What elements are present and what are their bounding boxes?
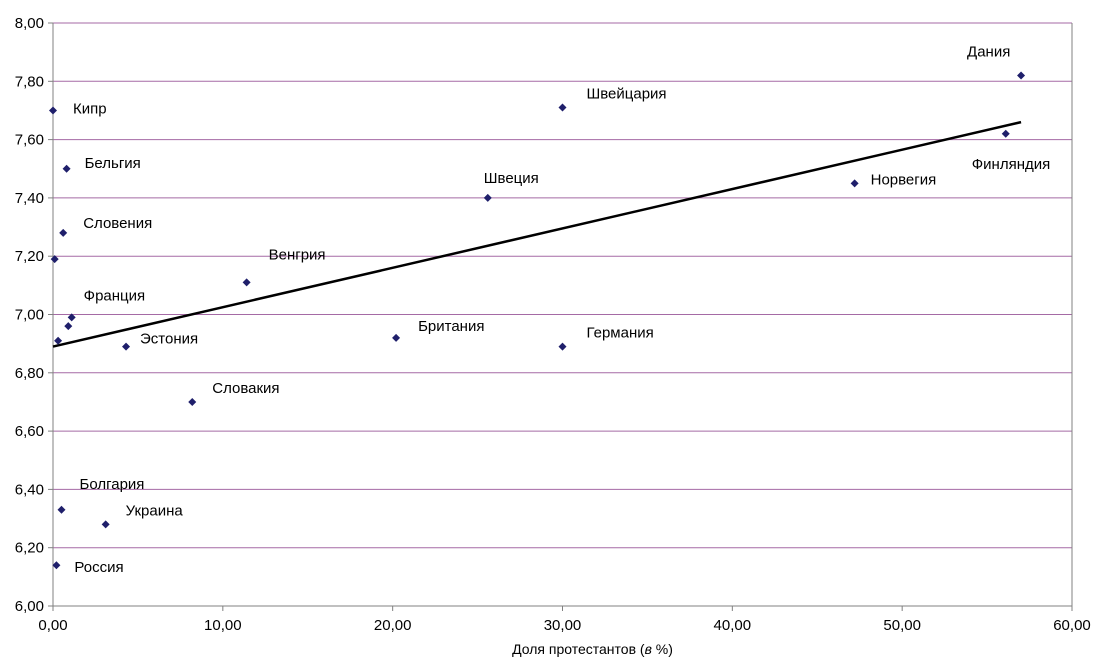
x-tick-label: 10,00 <box>204 617 242 634</box>
point-labels: Дания Финляндия Норвегия Швейцария Швеция Гер… <box>73 43 1050 576</box>
x-tick-labels: 0,00 10,00 20,00 30,00 40,00 50,00 60,00 <box>38 617 1090 634</box>
y-tick-label: 7,00 <box>15 307 44 324</box>
point-label: Венгрия <box>269 246 326 263</box>
data-point <box>122 342 131 351</box>
y-tick-label: 7,40 <box>15 190 44 207</box>
trendline <box>52 120 1022 348</box>
x-axis-title: Доля протестантов (в %) <box>512 641 673 657</box>
data-point <box>1001 129 1010 138</box>
point-label: Россия <box>74 559 123 576</box>
point-label: Болгария <box>79 476 144 493</box>
data-point <box>59 228 68 237</box>
data-point <box>188 397 197 406</box>
y-tick-label: 7,20 <box>15 248 44 265</box>
data-point <box>67 313 76 322</box>
x-tick-label: 50,00 <box>883 617 921 634</box>
y-tick-label: 6,80 <box>15 365 44 382</box>
grid-lines <box>53 22 1072 549</box>
data-point <box>49 106 57 115</box>
x-tick-label: 60,00 <box>1053 617 1091 634</box>
point-label: Норвегия <box>871 171 937 188</box>
y-tick-label: 8,00 <box>15 15 44 32</box>
y-tick-label: 7,60 <box>15 132 44 149</box>
data-point <box>62 164 71 173</box>
point-label: Германия <box>587 325 654 342</box>
point-label: Словения <box>83 215 152 232</box>
data-point <box>57 505 66 514</box>
x-tick-label: 20,00 <box>374 617 412 634</box>
y-tick-label: 7,80 <box>15 73 44 90</box>
y-tick-label: 6,20 <box>15 540 44 557</box>
x-tick-label: 30,00 <box>544 617 582 634</box>
point-label: Финляндия <box>972 156 1050 173</box>
y-tick-label: 6,40 <box>15 481 44 498</box>
data-point <box>50 255 59 264</box>
axes <box>48 22 1073 611</box>
point-label: Бельгия <box>85 155 141 172</box>
data-point <box>558 103 567 112</box>
data-point <box>101 520 110 529</box>
point-label: Дания <box>967 43 1010 60</box>
point-label: Словакия <box>212 380 279 397</box>
point-label: Кипр <box>73 100 107 117</box>
data-point <box>558 342 567 351</box>
data-point <box>64 322 73 331</box>
x-tick-label: 40,00 <box>714 617 752 634</box>
data-point <box>392 333 401 342</box>
y-tick-label: 6,00 <box>15 598 44 615</box>
point-label: Эстония <box>140 331 198 348</box>
trendline-group <box>52 120 1022 348</box>
point-label: Швейцария <box>587 86 667 103</box>
y-tick-labels: 6,00 6,20 6,40 6,60 6,80 7,00 7,20 7,40 7,60 7,80… <box>15 15 44 615</box>
data-point <box>850 179 859 188</box>
y-tick-label: 6,60 <box>15 423 44 440</box>
data-point <box>52 561 61 570</box>
data-point <box>483 193 492 202</box>
data-point <box>1017 71 1026 80</box>
data-point <box>54 336 63 345</box>
data-points <box>49 71 1026 570</box>
data-point <box>242 278 251 287</box>
point-label: Британия <box>418 318 484 335</box>
point-label: Франция <box>84 287 145 304</box>
point-label: Швеция <box>484 170 539 187</box>
x-tick-label: 0,00 <box>38 617 67 634</box>
point-label: Украина <box>126 502 184 519</box>
